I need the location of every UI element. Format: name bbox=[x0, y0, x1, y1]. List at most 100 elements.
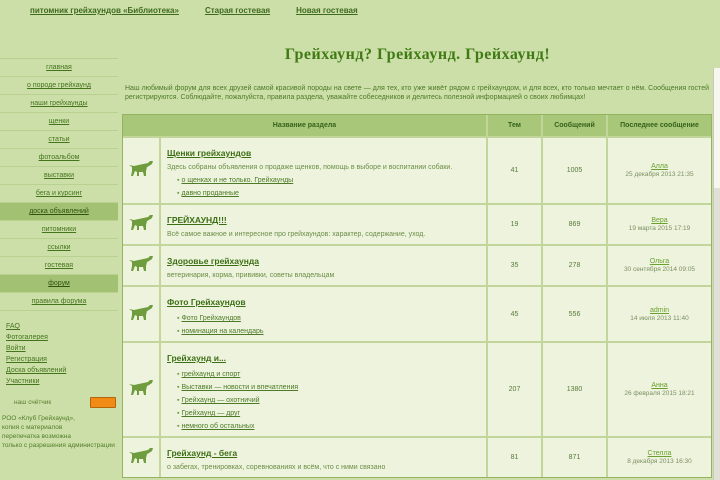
section-description: Здесь собраны объявления о продаже щенко… bbox=[167, 164, 453, 171]
counter-row: наш счётчик bbox=[0, 397, 118, 408]
column-header-posts: Сообщений bbox=[543, 115, 608, 136]
top-nav: питомник грейхаундов «Библиотека» Старая … bbox=[30, 6, 358, 15]
section-icon-cell bbox=[123, 246, 161, 285]
greyhound-dog-icon bbox=[128, 445, 154, 470]
greyhound-dog-icon bbox=[128, 377, 154, 402]
sidebar-menu-item[interactable]: выставки bbox=[0, 167, 118, 185]
last-post-cell: Анна 26 февраля 2015 18:21 bbox=[608, 343, 711, 436]
subforum-link[interactable]: Грейхаунд — охотничий bbox=[181, 397, 260, 404]
subforum-link[interactable]: о щенках и не только. Грейхаунды bbox=[181, 177, 294, 184]
sidebar-link[interactable]: Участники bbox=[6, 378, 40, 385]
last-post-user-link[interactable]: Ольга bbox=[649, 258, 670, 265]
subforum-link[interactable]: номинация на календарь bbox=[181, 328, 264, 335]
sidebar-menu-item[interactable]: правила форума bbox=[0, 293, 118, 311]
topics-count-cell: 207 bbox=[488, 343, 543, 436]
sidebar-link[interactable]: Фотогалерея bbox=[6, 334, 48, 341]
section-title-link[interactable]: Щенки грейхаундов bbox=[167, 148, 252, 158]
section-description: о забегах, тренировках, соревнованиях и … bbox=[167, 464, 386, 471]
subforum-item: грейхаунд и спорт bbox=[177, 370, 480, 379]
section-icon-cell bbox=[123, 287, 161, 341]
last-post-date: 30 сентября 2014 09:05 bbox=[623, 266, 696, 273]
forum-section-row: Фото Грейхаундов Фото Грейхаундов номинаци… bbox=[123, 285, 711, 341]
subforum-link[interactable]: Грейхаунд — друг bbox=[181, 410, 241, 417]
section-title-link[interactable]: Фото Грейхаундов bbox=[167, 297, 246, 307]
section-description: ветеринария, корма, прививки, советы вла… bbox=[167, 272, 335, 279]
sidebar-menu-item[interactable]: щенки bbox=[0, 113, 118, 131]
subforum-item: давно проданные bbox=[177, 189, 480, 198]
forum-section-row: Грейхаунд и... грейхаунд и спорт Выставки … bbox=[123, 341, 711, 436]
scrollbar-thumb[interactable] bbox=[714, 68, 720, 188]
last-post-date: 19 марта 2015 17:19 bbox=[628, 225, 691, 232]
subforum-link[interactable]: грейхаунд и спорт bbox=[181, 371, 241, 378]
sidebar-menu-item[interactable]: о породе грейхаунд bbox=[0, 77, 118, 95]
subforum-link[interactable]: немного об остальных bbox=[181, 423, 255, 430]
section-title-cell: Фото Грейхаундов Фото Грейхаундов номинаци… bbox=[161, 287, 488, 341]
last-post-cell: Алла 25 декабря 2013 21:35 bbox=[608, 138, 711, 203]
last-post-user-link[interactable]: Алла bbox=[651, 163, 668, 170]
section-icon-cell bbox=[123, 138, 161, 203]
last-post-date: 8 декабря 2013 16:30 bbox=[627, 458, 692, 465]
sidebar-menu-item[interactable]: бега и курсинг bbox=[0, 185, 118, 203]
last-post-user-link[interactable]: admin bbox=[649, 306, 670, 314]
subforum-list: о щенках и не только. Грейхаунды давно пр… bbox=[167, 176, 480, 198]
last-post-user-link[interactable]: Вера bbox=[651, 217, 668, 224]
counter-badge-icon[interactable] bbox=[90, 397, 116, 408]
table-header-row: Название раздела Тем Сообщений Последнее… bbox=[123, 115, 711, 136]
sidebar-menu-item[interactable]: статьи bbox=[0, 131, 118, 149]
subforum-link[interactable]: Выставки — новости и впечатления bbox=[181, 384, 299, 391]
topics-count-cell: 19 bbox=[488, 205, 543, 244]
forum-sections-table: Название раздела Тем Сообщений Последнее… bbox=[122, 114, 712, 478]
forum-section-row: Здоровье грейхаунда ветеринария, корма, п… bbox=[123, 244, 711, 285]
topics-count-cell: 45 bbox=[488, 287, 543, 341]
section-title-cell: Грейхаунд - бега о забегах, тренировках, … bbox=[161, 438, 488, 477]
sidebar-menu-item[interactable]: фотоальбом bbox=[0, 149, 118, 167]
sidebar-menu-item[interactable]: гостевая bbox=[0, 257, 118, 275]
sidebar-footer-line: только с разрешения администрации bbox=[2, 442, 115, 449]
sidebar-menu-item[interactable]: форум bbox=[0, 275, 118, 293]
subforum-item: Грейхаунд — охотничий bbox=[177, 396, 480, 405]
posts-count-cell: 556 bbox=[543, 287, 608, 341]
top-nav-link[interactable]: питомник грейхаундов «Библиотека» bbox=[30, 6, 179, 15]
top-nav-link[interactable]: Старая гостевая bbox=[204, 6, 271, 15]
sidebar-menu-item[interactable]: доска объявлений bbox=[0, 203, 118, 221]
section-title-cell: Здоровье грейхаунда ветеринария, корма, п… bbox=[161, 246, 488, 285]
posts-count-cell: 1005 bbox=[543, 138, 608, 203]
subforum-item: номинация на календарь bbox=[177, 327, 480, 336]
subforum-link[interactable]: давно проданные bbox=[181, 190, 239, 197]
last-post-date: 25 декабря 2013 21:35 bbox=[625, 171, 694, 178]
section-title-link[interactable]: Грейхаунд и... bbox=[167, 353, 227, 363]
subforum-link[interactable]: Фото Грейхаундов bbox=[181, 315, 241, 322]
sidebar-link[interactable]: FAQ bbox=[6, 323, 21, 330]
last-post-user-link[interactable]: Анна bbox=[651, 382, 668, 389]
last-post-cell: Стелла 8 декабря 2013 16:30 bbox=[608, 438, 711, 477]
forum-intro-text: Наш любимый форум для всех друзей самой … bbox=[125, 85, 709, 101]
sidebar-menu-item[interactable]: наши грейхаунды bbox=[0, 95, 118, 113]
sidebar-menu-item[interactable]: питомники bbox=[0, 221, 118, 239]
last-post-user-link[interactable]: Стелла bbox=[647, 450, 672, 457]
subforum-item: Грейхаунд — друг bbox=[177, 409, 480, 418]
sidebar: главная о породе грейхаунд наши грейхаунды… bbox=[0, 58, 118, 450]
section-title-link[interactable]: Грейхаунд - бега bbox=[167, 448, 238, 458]
section-title-link[interactable]: ГРЕЙХАУНД!!! bbox=[167, 215, 227, 225]
sidebar-link[interactable]: Регистрация bbox=[6, 356, 47, 363]
subforum-list: грейхаунд и спорт Выставки — новости и вп… bbox=[167, 370, 480, 431]
counter-label: наш счётчик bbox=[14, 399, 52, 406]
subforum-item: немного об остальных bbox=[177, 422, 480, 431]
vertical-scrollbar[interactable] bbox=[713, 68, 720, 480]
sidebar-footer: РОО «Клуб Грейхаунд», копия с материалов п… bbox=[0, 414, 118, 450]
sidebar-link[interactable]: Войти bbox=[6, 345, 26, 352]
greyhound-dog-icon bbox=[128, 253, 154, 278]
sidebar-menu-item[interactable]: главная bbox=[0, 58, 118, 77]
sidebar-menu-item[interactable]: ссылки bbox=[0, 239, 118, 257]
topics-count-cell: 41 bbox=[488, 138, 543, 203]
section-title-link[interactable]: Здоровье грейхаунда bbox=[167, 256, 259, 266]
top-nav-link[interactable]: Новая гостевая bbox=[296, 6, 358, 15]
sidebar-secondary-links: FAQ Фотогалерея Войти Регистрация Доска объя… bbox=[0, 321, 118, 387]
sidebar-link[interactable]: Доска объявлений bbox=[6, 367, 67, 374]
forum-section-row: Щенки грейхаундов Здесь собраны объявлени… bbox=[123, 136, 711, 203]
greyhound-dog-icon bbox=[128, 212, 154, 237]
topics-count-cell: 35 bbox=[488, 246, 543, 285]
topics-count-cell: 81 bbox=[488, 438, 543, 477]
section-icon-cell bbox=[123, 438, 161, 477]
